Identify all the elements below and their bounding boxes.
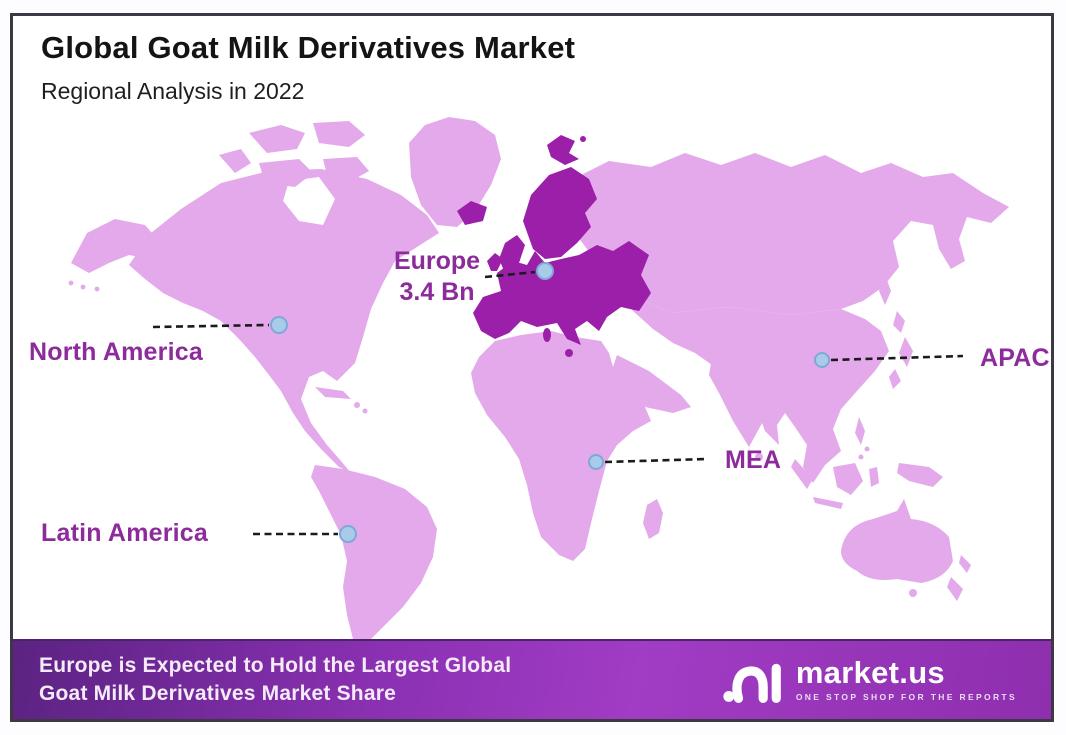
- label-europe-value: 3.4 Bn: [399, 278, 475, 306]
- brand-logo: market.us ONE STOP SHOP FOR THE REPORTS: [722, 651, 1017, 707]
- logo-wordmark: market.us ONE STOP SHOP FOR THE REPORTS: [795, 654, 1017, 702]
- bottom-banner: Europe is Expected to Hold the Largest G…: [13, 639, 1051, 719]
- label-mea: MEA: [725, 446, 782, 474]
- banner-headline-line2: Goat Milk Derivatives Market Share: [39, 682, 396, 705]
- marker-apac: [814, 352, 830, 368]
- marker-mea: [588, 454, 604, 470]
- logo-tagline: ONE STOP SHOP FOR THE REPORTS: [795, 691, 1017, 702]
- connector-lines: [152, 270, 964, 536]
- logo-name: market.us: [795, 654, 945, 690]
- market-us-logo-icon: [723, 663, 781, 703]
- page-title: Global Goat Milk Derivatives Market: [41, 30, 576, 65]
- label-latin-america: Latin America: [41, 519, 209, 547]
- map-landmasses: [68, 117, 1009, 645]
- label-apac: APAC: [980, 344, 1050, 372]
- region-markers: [270, 262, 830, 543]
- world-map: [68, 117, 1009, 645]
- label-europe-name: Europe: [393, 247, 481, 275]
- banner-headline-line1: Europe is Expected to Hold the Largest G…: [39, 654, 512, 677]
- connector-north-america: [152, 323, 270, 329]
- marker-north-america: [270, 316, 288, 334]
- map-region-europe-highlight: [457, 135, 651, 357]
- marker-europe: [536, 262, 554, 280]
- content-frame: Global Goat Milk Derivatives Market Regi…: [10, 13, 1054, 722]
- label-north-america: North America: [29, 338, 203, 366]
- connector-europe: [484, 270, 536, 279]
- connector-apac: [830, 354, 964, 362]
- label-europe: Europe 3.4 Bn: [381, 246, 493, 308]
- marker-latin-america: [339, 525, 357, 543]
- page-subtitle: Regional Analysis in 2022: [41, 78, 305, 104]
- banner-headline: Europe is Expected to Hold the Largest G…: [39, 652, 511, 708]
- connector-mea: [604, 457, 708, 464]
